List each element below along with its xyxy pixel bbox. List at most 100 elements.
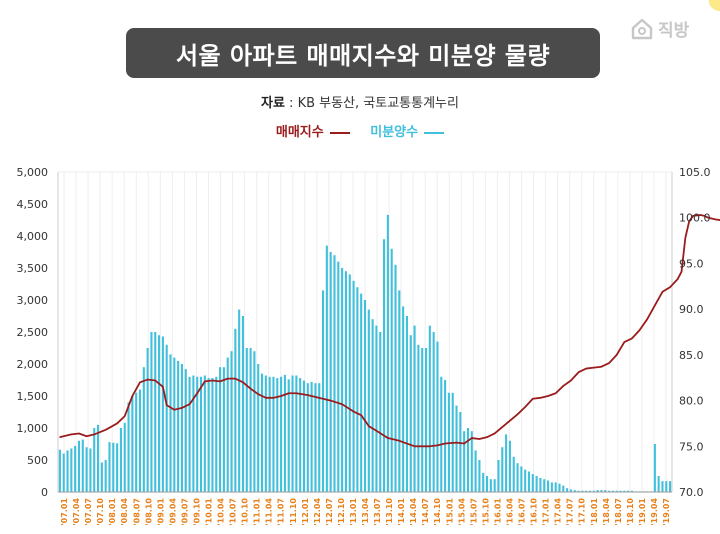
bar [306,383,309,492]
bar [302,380,306,492]
annotation-marker [708,0,720,11]
line-point [219,380,221,382]
bar [505,434,508,492]
x-tick-label: '11.01 [253,498,262,526]
bar [478,460,481,492]
x-tick-label: '13.04 [361,498,370,526]
line-point [360,414,362,416]
bar [444,380,447,492]
bar [337,261,340,492]
bar [531,474,534,492]
line-point [318,397,320,399]
bar [287,379,290,492]
bar [74,445,77,492]
bar [527,471,531,492]
line-point [242,381,244,383]
x-tick-label: '07.04 [72,498,81,526]
bar [421,348,424,492]
bar [547,480,550,492]
bar [96,424,100,492]
bar [104,460,107,492]
bar [581,490,584,492]
bar [230,351,233,492]
x-tick-label: '15.04 [457,498,466,526]
line-point [524,406,526,408]
bar [215,376,218,492]
line-point [387,437,389,439]
x-tick-label: '16.10 [530,498,539,526]
bar [588,490,592,492]
line-point [463,442,465,445]
line-point [577,371,580,373]
x-tick-label: '15.01 [445,498,454,526]
line-point [516,413,519,415]
x-tick-label: '18.04 [602,498,611,526]
legend-item-bar: 미분양수 [370,125,445,140]
bar [375,325,378,492]
bar [341,268,344,492]
line-point [181,407,183,409]
line-point [211,379,214,382]
x-tick-label: '08.07 [132,498,141,526]
bar [188,376,191,492]
bar [440,376,443,492]
y-left-tick-label: 3,000 [17,294,49,307]
y-right-tick-label: 85.0 [679,349,704,362]
line-point [375,430,378,432]
line-point [307,394,309,396]
legend-swatch-line [329,131,350,134]
y-left-tick-label: 3,500 [17,262,49,275]
bar [482,472,485,492]
bar [89,448,92,492]
line-point [646,318,648,320]
bar [524,469,527,492]
line-point [116,422,118,425]
bar [344,271,347,492]
bar [127,402,130,492]
bar [611,490,614,492]
bar [81,439,84,492]
bar [604,490,607,492]
bar [585,490,588,492]
bar [402,306,405,492]
bar [329,252,332,492]
bar [436,341,439,492]
line-point [623,341,625,343]
bar [661,481,664,492]
line-point [227,378,229,380]
line-point [204,380,206,382]
y-left-tick-label: 1,500 [17,390,49,403]
bar [226,357,229,492]
line-point [131,395,133,397]
x-tick-label: '11.04 [265,498,274,526]
bar [257,364,260,492]
line-point [398,440,400,442]
bar [241,316,245,492]
bar [70,448,73,492]
bar [428,325,431,492]
legend: 매매지수 미분양수 [0,121,720,140]
bar [291,375,294,492]
x-tick-label: '09.01 [156,498,165,526]
x-tick-label: '17.04 [554,498,563,526]
bar [386,214,389,492]
x-tick-label: '17.01 [542,498,551,526]
bar [520,466,523,492]
bar [409,335,412,492]
bar [173,357,176,492]
x-tick-label: '09.04 [168,498,177,526]
line-point [471,437,473,439]
bar [203,375,206,492]
bar [238,309,241,492]
bar [554,482,557,492]
x-tick-label: '12.07 [325,498,334,526]
bar [322,290,325,492]
line-point [413,445,416,447]
y-left-tick-label: 500 [27,454,48,467]
line-point [494,432,496,435]
line-point [173,409,175,411]
line-point [677,278,679,280]
bar [180,364,183,492]
bar [158,335,161,492]
bar [466,428,470,492]
